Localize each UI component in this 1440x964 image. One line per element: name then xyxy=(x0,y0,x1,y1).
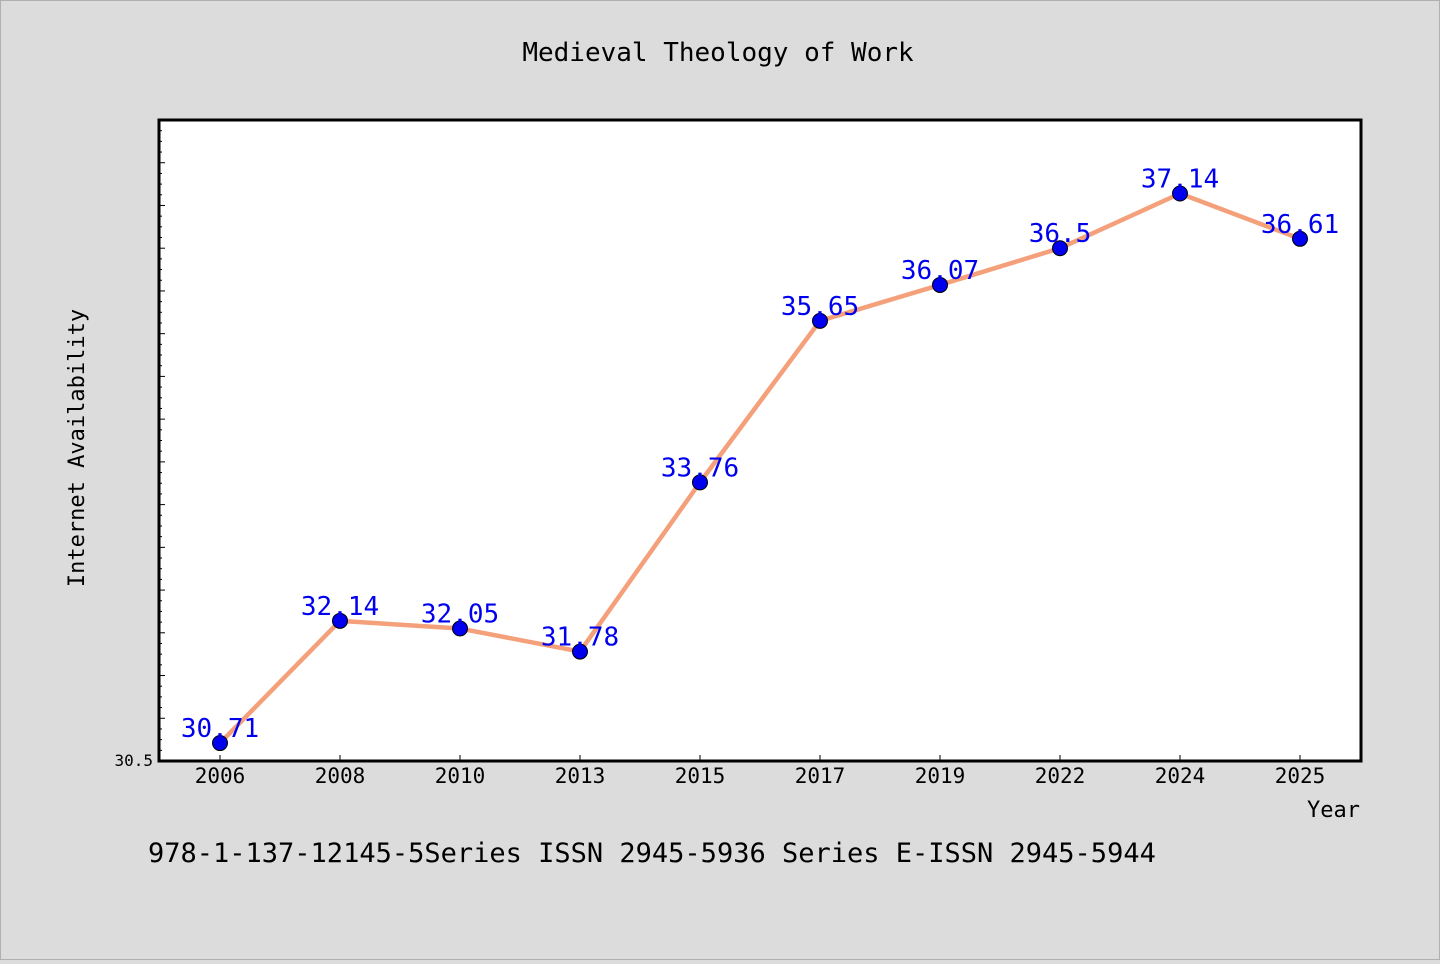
x-tick-label: 2013 xyxy=(555,764,606,788)
x-tick-label: 2019 xyxy=(915,764,966,788)
series-line xyxy=(217,191,1303,746)
data-label: 36.07 xyxy=(901,256,979,286)
data-point-marker xyxy=(452,620,468,637)
data-label: 37.14 xyxy=(1141,165,1219,195)
data-point-marker xyxy=(692,474,708,491)
data-point-marker xyxy=(1172,185,1188,202)
data-label: 36.61 xyxy=(1261,210,1339,240)
data-label: 32.14 xyxy=(301,592,379,622)
chart-title: Medieval Theology of Work xyxy=(522,38,914,68)
data-label: 30.71 xyxy=(181,714,259,744)
data-point-marker xyxy=(212,735,228,752)
x-tick-label: 2015 xyxy=(675,764,726,788)
x-tick-label: 2010 xyxy=(435,764,486,788)
data-markers xyxy=(212,185,1308,752)
data-point-marker xyxy=(332,612,348,629)
data-point-marker xyxy=(1052,240,1068,257)
data-point-marker xyxy=(812,312,828,329)
x-tick-label: 2008 xyxy=(315,764,366,788)
data-point-marker xyxy=(932,276,948,293)
y-axis-label: Internet Availability xyxy=(65,309,90,587)
data-label: 31.78 xyxy=(541,623,619,653)
x-tick-label: 2024 xyxy=(1155,764,1206,788)
y-axis-ticks: 30.5 xyxy=(114,119,165,770)
x-axis-ticks: 2006 2008 2010 2013 2015 2017 2019 2022 2024 2025 xyxy=(195,755,1326,788)
data-label: 35.65 xyxy=(781,292,859,322)
x-axis-label: Year xyxy=(1307,798,1360,823)
data-labels: 30.71 32.14 32.05 31.78 33.76 35.65 36.07 36.5 3… xyxy=(181,165,1339,745)
x-tick-label: 2022 xyxy=(1035,764,1086,788)
data-label: 36.5 xyxy=(1029,219,1092,249)
x-tick-label: 2017 xyxy=(795,764,846,788)
data-label: 33.76 xyxy=(661,453,739,483)
x-tick-label: 2006 xyxy=(195,764,246,788)
x-tick-label: 2025 xyxy=(1275,764,1326,788)
plot-area xyxy=(157,118,1363,763)
data-label: 32.05 xyxy=(421,600,499,630)
data-point-marker xyxy=(572,643,588,660)
footnote-isbn-issn: 978-1-137-12145-5Series ISSN 2945-5936 S… xyxy=(148,838,1156,869)
y-tick-label: 30.5 xyxy=(114,751,153,770)
data-point-marker xyxy=(1292,230,1308,247)
